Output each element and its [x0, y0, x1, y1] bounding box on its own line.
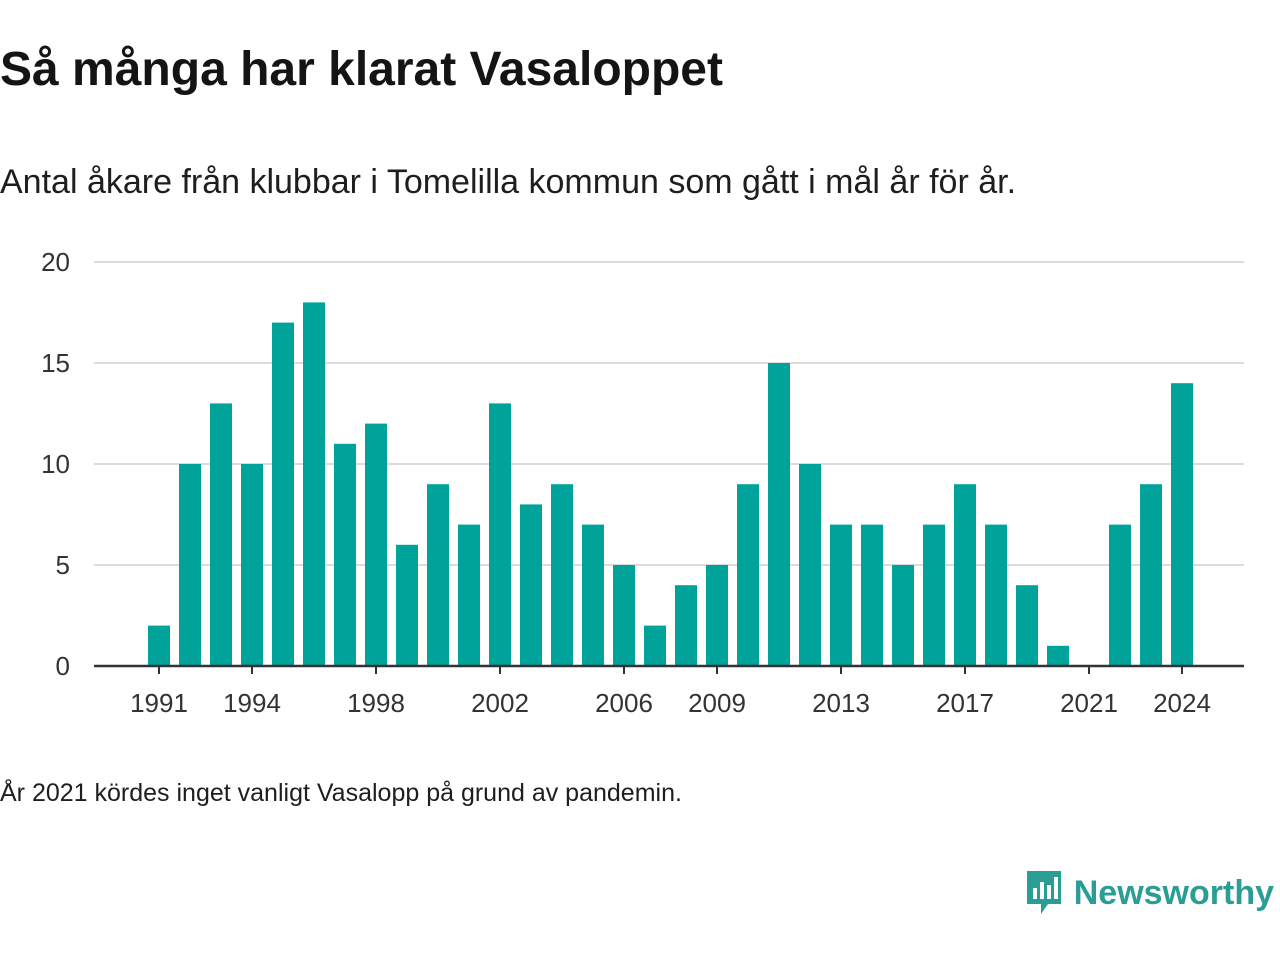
x-tick-label: 2017: [936, 688, 994, 718]
bar: [613, 565, 635, 666]
bar: [241, 464, 263, 666]
x-tick-label: 2013: [812, 688, 870, 718]
brand-logo: Newsworthy: [1024, 868, 1274, 918]
y-tick-label: 15: [41, 348, 70, 378]
bar: [830, 524, 852, 666]
y-tick-label: 20: [41, 247, 70, 277]
newsworthy-logo-icon: [1026, 871, 1061, 914]
x-tick-label: 2002: [471, 688, 529, 718]
chart-subtitle: Antal åkare från klubbar i Tomelilla kom…: [0, 163, 1017, 201]
bar: [582, 524, 604, 666]
bar: [272, 322, 294, 666]
bar: [1016, 585, 1038, 666]
x-tick-label: 2021: [1060, 688, 1118, 718]
bar: [892, 565, 914, 666]
bar: [861, 524, 883, 666]
y-tick-label: 0: [56, 651, 70, 681]
bar: [985, 524, 1007, 666]
bar-chart: 0 5 10 15 20 1991 1994 1998 2002 2006 2009 2013 201…: [41, 247, 1244, 718]
footnote: År 2021 kördes inget vanligt Vasalopp på…: [0, 779, 682, 807]
y-axis-ticks: 0 5 10 15 20: [41, 247, 70, 681]
bar: [1109, 524, 1131, 666]
bar: [1171, 383, 1193, 666]
bars: [148, 302, 1193, 666]
bar: [396, 544, 418, 666]
bar: [179, 464, 201, 666]
chart-title: Så många har klarat Vasaloppet: [0, 43, 723, 96]
x-axis-ticks: 1991 1994 1998 2002 2006 2009 2013 2017 2021 2024: [130, 666, 1211, 718]
bar: [954, 484, 976, 666]
y-tick-label: 5: [56, 550, 70, 580]
bar: [1047, 645, 1069, 666]
bar: [489, 403, 511, 666]
bar: [675, 585, 697, 666]
bar: [520, 504, 542, 666]
bar: [334, 443, 356, 666]
x-tick-label: 1998: [347, 688, 405, 718]
x-tick-label: 2006: [595, 688, 653, 718]
x-tick-label: 2009: [688, 688, 746, 718]
bar: [644, 625, 666, 666]
grid-lines: [94, 261, 1244, 566]
bar: [427, 484, 449, 666]
bar: [737, 484, 759, 666]
bar: [551, 484, 573, 666]
bar: [923, 524, 945, 666]
x-tick-label: 2024: [1153, 688, 1211, 718]
x-tick-label: 1991: [130, 688, 188, 718]
bar: [148, 625, 170, 666]
bar: [210, 403, 232, 666]
bar: [365, 423, 387, 666]
y-tick-label: 10: [41, 449, 70, 479]
bar: [303, 302, 325, 666]
bar: [1140, 484, 1162, 666]
bar: [458, 524, 480, 666]
brand-name: Newsworthy: [1073, 873, 1274, 912]
bar: [706, 565, 728, 666]
x-tick-label: 1994: [223, 688, 281, 718]
bar: [768, 363, 790, 666]
bar: [799, 464, 821, 666]
